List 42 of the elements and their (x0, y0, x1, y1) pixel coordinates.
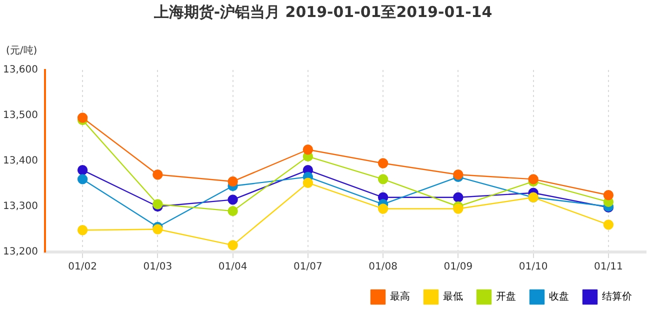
x-tick-label: 01/10 (518, 262, 548, 273)
point (228, 194, 238, 205)
y-tick-label: 13,200 (2, 246, 38, 258)
y-tick-label: 13,500 (2, 110, 38, 122)
point (378, 204, 388, 214)
point (77, 225, 88, 236)
point (152, 170, 163, 180)
x-tick-label: 01/09 (444, 262, 473, 273)
point (453, 170, 464, 180)
y-tick-label: 13,300 (2, 201, 38, 212)
point (453, 204, 464, 214)
x-tick-label: 01/02 (68, 262, 97, 273)
x-tick-label: 01/07 (294, 262, 322, 273)
legend-label: 最低 (443, 292, 463, 303)
chart-title: 上海期货-沪铝当月 2019-01-01至2019-01-14 (152, 2, 492, 21)
x-tick-label: 01/03 (143, 262, 172, 273)
x-tick-label: 01/08 (368, 262, 398, 273)
point (528, 174, 538, 184)
point (152, 199, 163, 210)
point (378, 158, 388, 168)
point (228, 176, 238, 187)
x-tick-label: 01/11 (594, 262, 623, 273)
point (152, 224, 163, 234)
point (302, 178, 314, 188)
point (77, 165, 88, 176)
point (378, 174, 388, 184)
point (228, 240, 238, 250)
legend-label: 结算价 (602, 290, 632, 303)
point (453, 192, 464, 202)
y-axis-title: (元/吨) (6, 44, 38, 57)
legend-label: 最高 (390, 290, 410, 303)
point (603, 190, 614, 200)
legend-label: 收盘 (549, 290, 569, 303)
point (228, 206, 238, 216)
legend-label: 开盘 (496, 290, 516, 303)
point (77, 112, 88, 123)
point (603, 220, 614, 230)
y-tick-label: 13,600 (2, 64, 38, 76)
point (302, 144, 314, 155)
y-tick-label: 13,400 (2, 156, 38, 167)
point (77, 174, 88, 184)
x-tick-label: 01/04 (218, 262, 248, 273)
